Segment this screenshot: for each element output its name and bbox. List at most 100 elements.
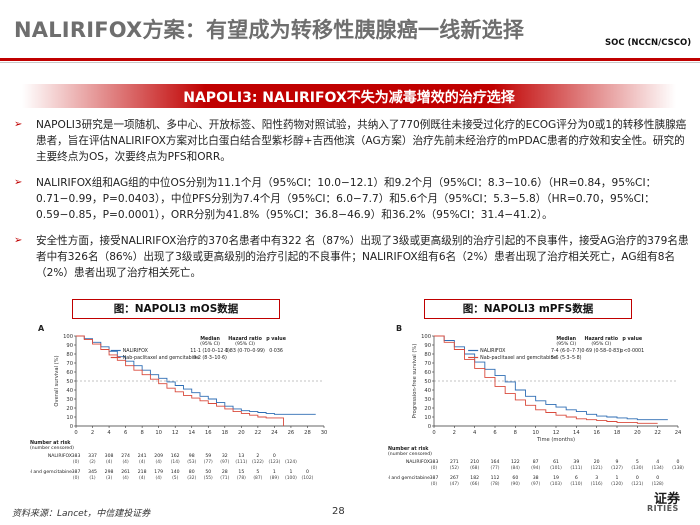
risk-count: 32 xyxy=(222,453,228,459)
legend-label: NALIRIFOX xyxy=(480,348,506,354)
risk-censored: (123) xyxy=(268,459,280,465)
table-header-p: p value xyxy=(622,336,643,342)
risk-count: 387 xyxy=(430,475,439,481)
y-axis-label: Overall survival (%) xyxy=(54,355,60,406)
risk-censored: (78) xyxy=(490,481,499,487)
risk-row-label: NALIRIFOX xyxy=(406,459,430,465)
y-tick-label: 70 xyxy=(424,361,431,367)
risk-censored: (78) xyxy=(237,475,246,481)
risk-censored: (116) xyxy=(591,481,603,487)
risk-censored: (4) xyxy=(122,475,129,481)
risk-censored: (4) xyxy=(156,459,163,465)
risk-count: 19 xyxy=(553,475,559,481)
arrow-bullet-icon: ➢ xyxy=(14,119,23,130)
risk-censored: (68) xyxy=(470,465,479,471)
bullet-text: NAPOLI3研究是一项随机、多中心、开放标签、阳性药物对照试验，共纳入了770… xyxy=(36,119,687,163)
km-curve-nalirifox xyxy=(76,335,316,415)
risk-count: 1 xyxy=(616,475,619,481)
arrow-bullet-icon: ➢ xyxy=(14,177,23,188)
risk-censored: (5) xyxy=(172,475,179,481)
risk-count: 1 xyxy=(289,469,292,475)
risk-count: 179 xyxy=(154,469,163,475)
x-tick-label: 18 xyxy=(221,430,228,436)
risk-table-title: Number at risk xyxy=(388,446,429,452)
table-header-median-unit: (95% CI) xyxy=(556,341,576,347)
table-header-median: Median xyxy=(556,336,576,342)
x-tick-label: 10 xyxy=(155,430,162,436)
risk-count: 50 xyxy=(205,469,211,475)
risk-censored: (103) xyxy=(550,481,562,487)
y-tick-label: 10 xyxy=(424,415,431,421)
risk-censored: (47) xyxy=(450,481,459,487)
risk-censored: (84) xyxy=(511,465,520,471)
y-tick-label: 90 xyxy=(424,343,431,349)
risk-count: 98 xyxy=(189,453,195,459)
y-tick-label: 10 xyxy=(66,415,73,421)
header-rule-red xyxy=(0,58,700,61)
risk-censored: (0) xyxy=(73,459,80,465)
risk-count: 9 xyxy=(616,459,619,465)
legend-hr: 0·69 (0·58–0·83) xyxy=(581,348,621,354)
risk-censored: (97) xyxy=(531,481,540,487)
legend-median: 7·4 (6·0–7·7) xyxy=(551,348,582,354)
risk-count: 298 xyxy=(105,469,114,475)
pfs-chart: B 0 10 20 30 40 50 60 70 80 90 100 0 2 4 6 8 10 12 14 16 18 20… xyxy=(357,322,684,504)
bullet-list: ➢ NAPOLI3研究是一项随机、多中心、开放标签、阳性药物对照试验，共纳入了7… xyxy=(14,117,694,291)
risk-censored: (128) xyxy=(652,481,664,487)
risk-censored: (3) xyxy=(106,475,113,481)
x-tick-label: 6 xyxy=(124,430,127,436)
risk-censored: (0) xyxy=(431,481,438,487)
banner-bar xyxy=(22,84,676,108)
legend-median: 11·1 (10·0–12·1) xyxy=(190,348,230,354)
figure-caption-pfs: 图：NAPOLI3 mPFS数据 xyxy=(424,299,632,319)
risk-censored: (4) xyxy=(106,459,113,465)
risk-count: 0 xyxy=(636,475,639,481)
risk-censored: (124) xyxy=(285,459,297,465)
risk-count: 1 xyxy=(273,469,276,475)
risk-censored: (53) xyxy=(187,459,196,465)
risk-count: 2 xyxy=(256,453,259,459)
risk-censored: (4) xyxy=(122,459,129,465)
x-tick-label: 2 xyxy=(453,430,456,436)
risk-count: 383 xyxy=(72,453,81,459)
risk-censored: (121) xyxy=(631,481,643,487)
soc-tag: SOC (NCCN/CSCO) xyxy=(605,38,692,48)
risk-censored: (0) xyxy=(431,465,438,471)
risk-count: 87 xyxy=(533,459,539,465)
risk-count: 39 xyxy=(573,459,579,465)
risk-count: 20 xyxy=(594,459,600,465)
risk-row-label: Nab-paclitaxel and gemcitabine xyxy=(388,475,430,481)
risk-count: 209 xyxy=(154,453,163,459)
risk-count: 60 xyxy=(512,475,518,481)
y-tick-label: 30 xyxy=(424,397,431,403)
panel-label: B xyxy=(396,324,402,333)
risk-table-subtitle: (number censored) xyxy=(388,451,432,457)
risk-censored: (52) xyxy=(450,465,459,471)
table-header-median: Median xyxy=(200,336,220,342)
figure-caption-os: 图：NAPOLI3 mOS数据 xyxy=(72,299,280,319)
risk-censored: (32) xyxy=(187,475,196,481)
x-tick-label: 30 xyxy=(321,430,328,436)
legend-label: Nab-paclitaxel and gemcitabine xyxy=(480,355,556,361)
risk-count: 162 xyxy=(171,453,180,459)
risk-count: 28 xyxy=(222,469,228,475)
km-curve-ag xyxy=(76,335,284,426)
bullet-item: ➢ NAPOLI3研究是一项随机、多中心、开放标签、阳性药物对照试验，共纳入了7… xyxy=(14,117,694,165)
x-tick-label: 12 xyxy=(553,430,560,436)
risk-count: 345 xyxy=(88,469,97,475)
source-note: 资料来源：Lancet，中信建投证券 xyxy=(12,509,151,519)
risk-censored: (102) xyxy=(302,475,314,481)
legend-p: 0·036 xyxy=(269,348,283,354)
risk-row-label: NALIRIFOX xyxy=(48,453,72,459)
x-tick-label: 2 xyxy=(91,430,94,436)
banner-text: NAPOLI3: NALIRIFOX不失为减毒增效的治疗选择 xyxy=(183,90,515,106)
risk-count: 308 xyxy=(105,453,114,459)
risk-censored: (14) xyxy=(171,459,180,465)
y-tick-label: 40 xyxy=(424,388,431,394)
y-tick-label: 80 xyxy=(66,352,73,358)
risk-count: 112 xyxy=(491,475,500,481)
risk-table-title: Number at risk xyxy=(30,440,71,446)
y-tick-label: 0 xyxy=(428,424,431,430)
risk-count: 383 xyxy=(430,459,439,465)
risk-censored: (134) xyxy=(652,465,664,471)
